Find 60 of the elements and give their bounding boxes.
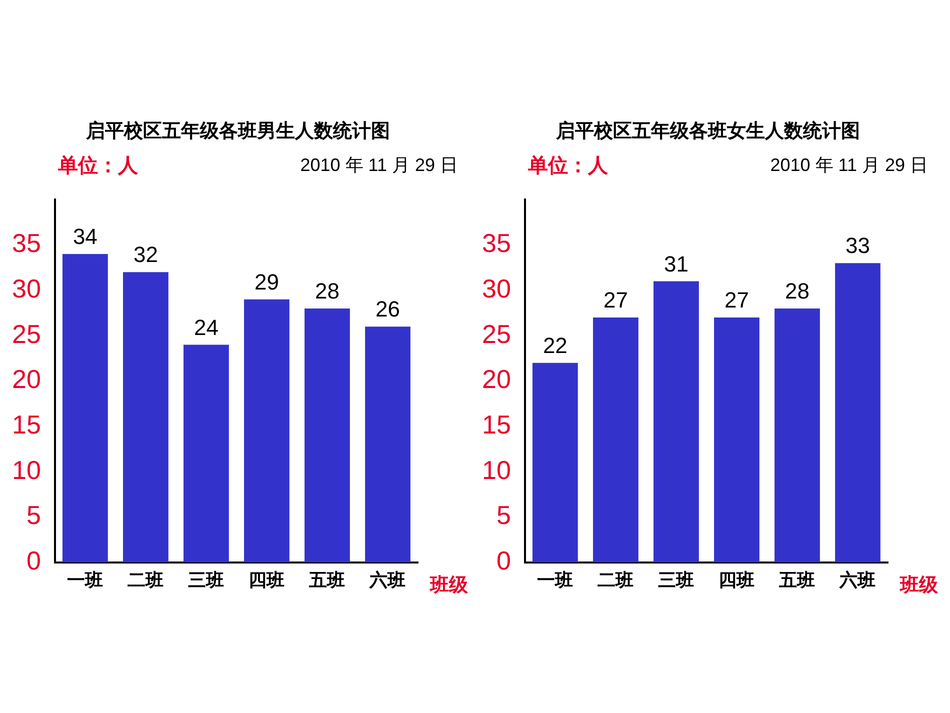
text: 2010 年 11 月 29 日 (300, 155, 458, 175)
y-tick-label: 35 (482, 228, 511, 258)
bar (304, 308, 350, 562)
x-tick-label: 三班 (658, 570, 694, 591)
chart-title: 启平校区五年级各班女生人数统计图 (554, 119, 861, 144)
x-axis-title: 班级 (430, 573, 468, 598)
x-tick-label: 二班 (128, 570, 164, 591)
data-label: 28 (314, 278, 340, 304)
y-tick-label: 30 (482, 273, 511, 304)
chart-title: 启平校区五年级各班男生人数统计图 (84, 119, 391, 144)
y-tick-label: 35 (12, 228, 41, 258)
bar (835, 263, 880, 562)
y-tick-label: 5 (496, 500, 511, 530)
x-tick-label: 二班 (598, 570, 634, 591)
bar (123, 272, 168, 562)
bar (62, 254, 108, 562)
y-tick-label: 15 (482, 410, 511, 440)
data-label: 26 (376, 296, 400, 322)
y-tick-label: 25 (482, 318, 511, 349)
bar (774, 308, 820, 562)
data-label: 31 (664, 251, 688, 276)
x-tick-label: 五班 (778, 570, 816, 591)
y-tick-label: 5 (26, 500, 41, 530)
y-tick-label: 20 (482, 364, 511, 394)
y-axis-title: 单位：人 (58, 152, 138, 178)
bar (654, 281, 699, 562)
bar (244, 299, 290, 562)
y-tick-label: 15 (12, 410, 41, 440)
data-label: 27 (603, 288, 628, 313)
x-axis-title: 班级 (900, 573, 938, 598)
data-label: 22 (542, 332, 568, 358)
data-label: 28 (784, 278, 810, 304)
x-tick-label: 五班 (308, 570, 346, 591)
data-label: 29 (254, 269, 279, 294)
x-tick-label: 一班 (537, 570, 574, 591)
data-label: 24 (194, 314, 218, 340)
text: 2010 年 11 月 29 日 (770, 155, 928, 175)
x-tick-label: 四班 (718, 570, 755, 591)
y-tick-label: 0 (496, 546, 511, 576)
x-tick-label: 一班 (67, 570, 104, 591)
x-tick-label: 四班 (248, 570, 285, 591)
bar (532, 362, 578, 562)
data-label: 32 (133, 242, 158, 268)
y-tick-label: 25 (12, 318, 41, 349)
x-tick-label: 六班 (838, 570, 876, 591)
bar (365, 326, 410, 562)
y-tick-label: 10 (482, 454, 511, 485)
data-label: 27 (724, 288, 749, 313)
bar (714, 318, 760, 562)
y-axis-title: 单位：人 (528, 152, 608, 178)
y-tick-label: 0 (26, 546, 41, 576)
data-label: 33 (846, 233, 870, 258)
bar (592, 318, 638, 562)
y-tick-label: 20 (12, 364, 41, 394)
y-tick-label: 30 (12, 273, 41, 304)
y-tick-label: 10 (12, 454, 41, 485)
x-tick-label: 三班 (188, 570, 224, 591)
bar (184, 344, 229, 562)
data-label: 34 (72, 224, 98, 250)
x-tick-label: 六班 (368, 570, 406, 591)
